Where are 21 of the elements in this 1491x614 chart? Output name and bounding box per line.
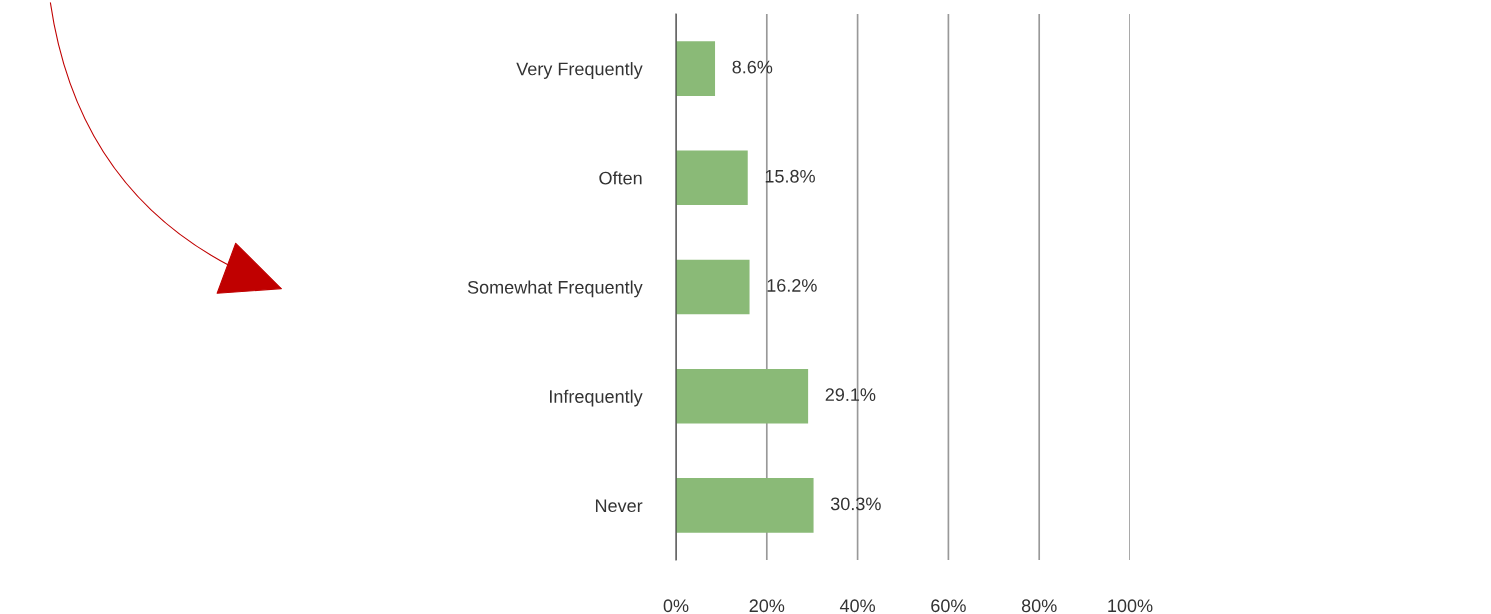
x-tick-label: 80% <box>1021 599 1057 613</box>
bar <box>676 150 748 206</box>
bar <box>676 478 814 533</box>
bar <box>676 41 716 96</box>
x-tick-label: 60% <box>931 599 966 613</box>
y-tick-label: Very Frequently <box>516 62 643 79</box>
y-tick-label: Infrequently <box>549 389 643 407</box>
x-tick-label: 40% <box>839 599 876 613</box>
x-tick-label: 100% <box>1108 599 1153 613</box>
bar <box>676 368 809 424</box>
data-label: 29.1% <box>825 388 876 402</box>
data-label: 30.3% <box>830 497 881 511</box>
data-label: 16.2% <box>767 279 817 292</box>
data-label: 8.6% <box>732 60 773 74</box>
y-tick-label: Somewhat Frequently <box>467 280 643 298</box>
data-label: 15.8% <box>765 169 815 183</box>
bar <box>676 259 750 315</box>
x-tick-label: 20% <box>749 599 785 613</box>
y-tick-label: Often <box>599 171 642 185</box>
y-tick-label: Never <box>595 499 643 513</box>
x-tick-label: 0% <box>663 599 689 613</box>
